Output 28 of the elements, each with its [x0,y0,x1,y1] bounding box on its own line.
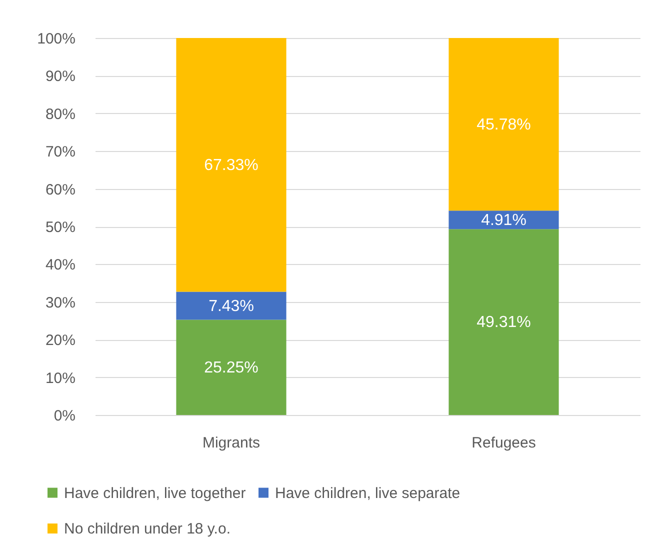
data-label: 45.78% [476,116,531,134]
data-label: 49.31% [476,314,531,332]
y-tick-label: 0% [54,408,76,424]
y-tick-label: 40% [45,256,76,274]
data-label: 4.91% [481,212,526,229]
bar [176,38,286,292]
bar [448,210,559,230]
data-label: 25.25% [204,359,258,376]
bar [448,38,559,211]
legend-label: Have children, live together [64,484,246,502]
y-tick-label: 60% [45,181,76,198]
legend-label: Have children, live separate [275,484,460,502]
bar [176,292,286,320]
data-label: 67.33% [204,156,258,174]
bar [176,320,286,415]
y-tick-label: 70% [45,144,76,161]
y-tick-label: 100% [37,30,76,48]
y-tick-label: 10% [45,370,76,387]
x-tick-label: Migrants [202,434,260,452]
y-tick-label: 90% [45,68,76,86]
data-label: 7.43% [208,298,254,315]
y-tick-label: 20% [45,332,76,350]
x-tick-label: Refugees [472,434,536,452]
y-tick-label: 50% [45,219,76,236]
legend-label: No children under 18 y.o. [64,520,230,538]
bar [448,229,559,415]
y-tick-label: 30% [45,294,76,312]
y-tick-label: 80% [45,106,76,123]
